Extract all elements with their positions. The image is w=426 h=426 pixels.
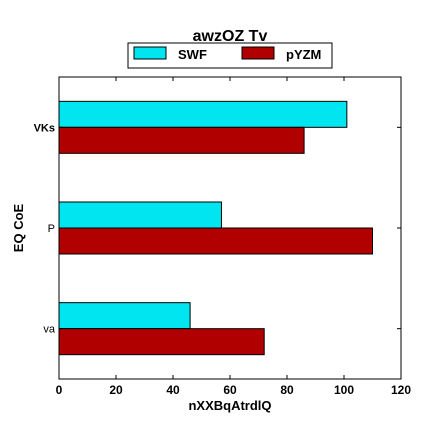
bars-group — [58, 100, 373, 356]
bar-pyzm-p — [58, 227, 373, 255]
x-tick-label-80: 80 — [280, 383, 294, 397]
y-axis-label: EQ CoE — [11, 203, 26, 252]
x-axis-label: nXXBqAtrdlQ — [188, 398, 271, 413]
x-ticks: 0 20 40 60 80 100 120 — [56, 77, 411, 397]
bar-swf-p — [58, 201, 222, 229]
legend: SWF pYZM — [127, 42, 333, 69]
y-ticks: VKs Pva — [34, 122, 401, 336]
legend-swatch-pyzm — [241, 46, 275, 60]
legend-label-swf: SWF — [178, 47, 207, 62]
x-tick-label-0: 0 — [56, 383, 63, 397]
plot-frame — [58, 76, 402, 380]
y-tick-label-vks: VKs — [34, 122, 55, 134]
x-tick-label-120: 120 — [391, 383, 411, 397]
x-tick-label-20: 20 — [109, 383, 123, 397]
bar-swf-vks — [58, 100, 348, 128]
y-tick-label-va: va — [43, 324, 56, 336]
legend-label-pyzm: pYZM — [286, 47, 321, 62]
bar-pyzm-va — [58, 328, 265, 356]
y-tick-label-p: P — [48, 223, 55, 235]
bar-swf-va — [58, 302, 191, 330]
bar-pyzm-vks — [58, 126, 305, 154]
x-tick-label-40: 40 — [166, 383, 180, 397]
legend-swatch-swf — [133, 46, 167, 60]
chart-title: awzOZ Tv — [193, 28, 268, 45]
x-tick-label-100: 100 — [334, 383, 354, 397]
x-tick-label-60: 60 — [223, 383, 237, 397]
